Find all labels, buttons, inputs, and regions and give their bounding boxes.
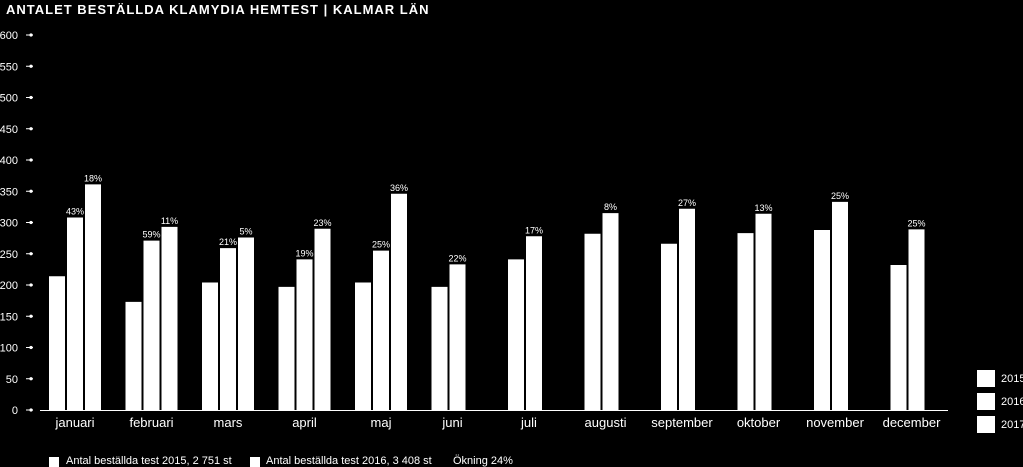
legend-label-2015: 2015 (1001, 373, 1023, 385)
data-label: 25% (372, 240, 390, 250)
y-tick-dot (29, 158, 33, 162)
bar-2015-december (890, 265, 907, 410)
bar-2016-februari (143, 240, 160, 410)
y-tick-dot (29, 127, 33, 131)
y-tick-label: 200 (0, 280, 18, 292)
data-label: 11% (161, 216, 178, 226)
y-tick-dot (29, 314, 33, 318)
x-tick-label: september (651, 415, 713, 430)
x-tick-label: februari (129, 415, 173, 430)
bar-2015-maj (355, 282, 371, 410)
x-tick-label: mars (214, 415, 243, 430)
data-label: 19% (295, 248, 313, 258)
x-tick-label: april (292, 415, 317, 430)
y-tick-label: 500 (0, 93, 18, 105)
bar-2016-oktober (755, 213, 772, 410)
bar-2017-februari (161, 226, 178, 410)
x-tick-label: november (806, 415, 864, 430)
data-label: 18% (84, 173, 102, 183)
data-label: 43% (66, 207, 84, 217)
y-tick-label: 250 (0, 249, 18, 261)
bar-2017-januari (85, 184, 101, 410)
data-label: 21% (219, 237, 237, 247)
bar-2016-juli (526, 236, 542, 410)
data-label: 27% (678, 198, 696, 208)
y-tick-label: 450 (0, 124, 18, 136)
y-tick-dot (29, 345, 33, 350)
bar-2015-augusti (584, 233, 601, 410)
data-label: 17% (525, 225, 543, 235)
bar-2017-maj (391, 193, 407, 410)
bar-2015-september (661, 243, 677, 410)
data-label: 36% (390, 183, 408, 193)
y-tick-dot (29, 189, 33, 193)
legend-swatch-2015 (977, 370, 995, 387)
bar-2015-juni (431, 286, 448, 410)
bar-2015-november (814, 230, 830, 410)
x-tick-label: juni (441, 415, 462, 430)
footnote-increase: Ökning 24% (453, 455, 513, 467)
legend-label-2017: 2017 (1001, 419, 1023, 431)
x-tick-label: augusti (585, 415, 627, 430)
y-tick-label: 300 (0, 218, 18, 230)
y-tick-label: 150 (0, 311, 18, 323)
data-label: 13% (754, 203, 772, 213)
bar-2015-april (278, 286, 295, 410)
data-label: 8% (604, 202, 617, 212)
y-tick-label: 600 (0, 30, 18, 42)
bar-2016-april (296, 259, 313, 410)
y-tick-dot (29, 408, 33, 412)
y-tick-dot (29, 33, 33, 37)
bar-2017-april (314, 228, 331, 410)
y-tick-label: 550 (0, 61, 18, 73)
chart-title: ANTALET BESTÄLLDA KLAMYDIA HEMTEST | KAL… (6, 2, 430, 17)
bar-2015-juli (508, 259, 524, 410)
footnote-total-2015: Antal beställda test 2015, 2 751 st (66, 455, 232, 467)
legend-label-2016: 2016 (1001, 396, 1023, 408)
data-label: 23% (313, 218, 331, 228)
bar-2015-februari (125, 301, 142, 410)
data-label: 25% (831, 191, 849, 201)
footnote-swatch-2016 (250, 457, 260, 467)
bar-2016-november (832, 201, 848, 410)
y-tick-dot (29, 220, 33, 225)
bar-2016-december (908, 229, 925, 410)
x-tick-label: december (883, 415, 941, 430)
y-tick-label: 0 (12, 405, 18, 417)
legend-swatch-2016 (977, 393, 995, 410)
bar-2015-mars (202, 282, 218, 410)
y-tick-dot (29, 283, 33, 287)
data-label: 25% (907, 218, 925, 228)
x-tick-label: maj (371, 415, 392, 430)
bar-2016-maj (373, 250, 389, 410)
x-tick-label: oktober (737, 415, 781, 430)
data-label: 5% (239, 227, 252, 237)
bar-2016-mars (220, 248, 236, 410)
bar-2016-januari (67, 217, 83, 410)
x-tick-label: januari (54, 415, 94, 430)
y-tick-label: 400 (0, 155, 18, 167)
y-tick-dot (29, 95, 33, 100)
bar-2016-augusti (602, 213, 619, 410)
bar-2016-september (679, 208, 695, 410)
footnote-total-2016: Antal beställda test 2016, 3 408 st (266, 455, 432, 467)
bar-2016-juni (449, 264, 466, 410)
y-tick-label: 100 (0, 343, 18, 355)
data-label: 22% (448, 253, 466, 263)
y-tick-dot (29, 252, 33, 256)
y-tick-label: 350 (0, 186, 18, 198)
x-tick-label: juli (520, 415, 537, 430)
data-label: 59% (142, 230, 160, 240)
y-tick-label: 50 (6, 374, 18, 386)
bar-2015-oktober (737, 233, 754, 410)
legend-swatch-2017 (977, 416, 995, 433)
bar-2017-mars (238, 237, 254, 410)
footnote-swatch-2015 (49, 457, 59, 467)
y-tick-dot (29, 377, 33, 381)
y-tick-dot (29, 64, 33, 68)
bar-2015-januari (49, 276, 65, 410)
